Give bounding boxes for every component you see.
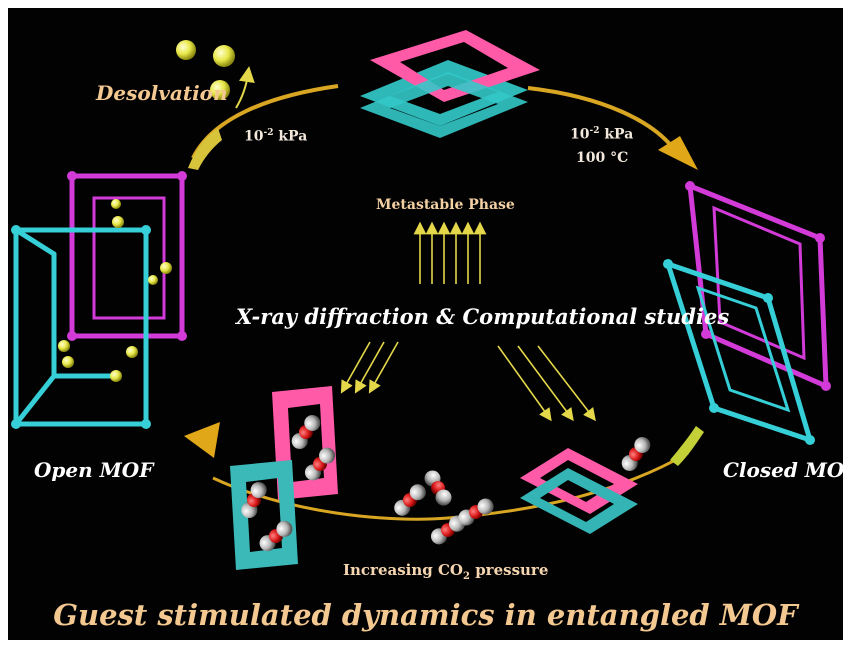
pressure-label-right: 10-2 kPa <box>570 126 634 143</box>
co2-molecule <box>621 436 651 472</box>
desolvation-label: Desolvation <box>96 81 228 105</box>
open-mof-guest-spheres <box>58 199 172 382</box>
metastable-phase-label: Metastable Phase <box>376 197 515 213</box>
diagram-graphics <box>11 30 831 570</box>
co2-molecule <box>304 447 336 481</box>
cycle-arc-top-right <box>527 86 682 160</box>
co2-molecule <box>424 470 452 506</box>
cycle-arrowhead-top-right <box>658 136 698 170</box>
co2-molecule <box>430 515 466 545</box>
co2-loaded-open-framework <box>230 386 338 570</box>
cycle-arrowhead-bottom-left <box>184 422 220 458</box>
co2-molecules <box>241 414 651 552</box>
diagram-title: Guest stimulated dynamics in entangled M… <box>53 598 798 632</box>
co2-molecule <box>291 414 321 450</box>
co2-loaded-closed-framework <box>520 448 638 534</box>
down-right-arrows <box>497 345 596 422</box>
down-left-arrows <box>340 341 399 394</box>
released-guest-spheres <box>176 40 235 100</box>
pressure-label-left: 10-2 kPa <box>244 128 308 145</box>
co2-molecule <box>259 520 293 552</box>
xray-computational-label: X-ray diffraction & Computational studie… <box>236 304 730 329</box>
desolvation-arrow <box>235 66 255 109</box>
closed-mof-framework <box>663 181 831 445</box>
up-arrows <box>413 221 487 284</box>
co2-pressure-label: Increasing CO2 pressure <box>343 561 549 582</box>
diagram-canvas: Desolvation 10-2 kPa 10-2 kPa 100 °C Met… <box>8 8 843 640</box>
cycle-tail-top-left <box>188 128 222 170</box>
open-mof-framework <box>11 171 187 429</box>
co2-molecule <box>458 498 494 526</box>
metastable-phase-framework <box>360 30 540 138</box>
temperature-label: 100 °C <box>576 150 629 166</box>
cycle-tail-bottom-right <box>670 426 704 466</box>
co2-molecule <box>241 482 267 518</box>
closed-mof-label: Closed MOF <box>723 458 843 482</box>
open-mof-label: Open MOF <box>34 458 154 482</box>
co2-molecule <box>394 484 426 516</box>
